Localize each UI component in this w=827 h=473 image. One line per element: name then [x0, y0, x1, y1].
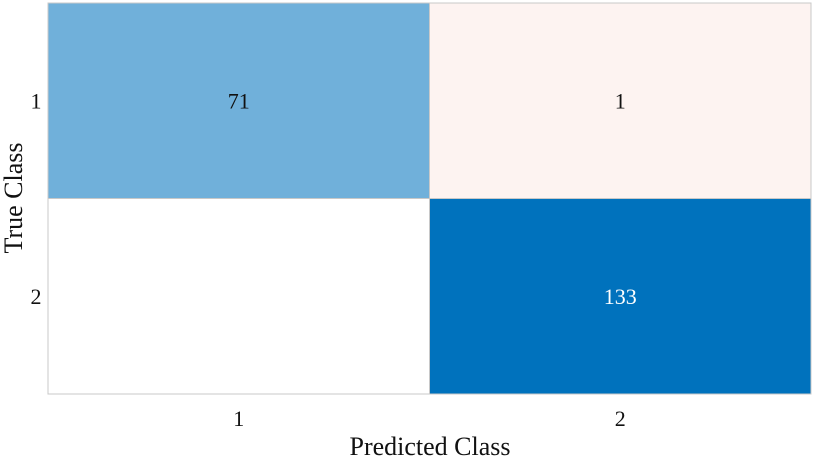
tick-layer: 1 2 1 2 — [31, 88, 626, 431]
cell-value-1-1: 71 — [228, 88, 250, 113]
cells-layer — [48, 3, 811, 394]
x-axis-label: Predicted Class — [349, 432, 510, 461]
cell-value-2-2: 133 — [604, 284, 637, 309]
x-tick-label-2: 2 — [615, 406, 626, 431]
y-tick-label-2: 2 — [31, 284, 42, 309]
x-tick-label-1: 1 — [233, 406, 244, 431]
heatmap-cell-1-2 — [429, 3, 811, 199]
cell-text-layer: 71 1 133 — [48, 3, 811, 394]
heatmap-cell-1-1 — [48, 3, 430, 199]
heatmap-cell-2-1 — [48, 198, 430, 394]
cell-value-1-2: 1 — [615, 88, 626, 113]
y-tick-label-1: 1 — [31, 88, 42, 113]
y-axis-label: True Class — [0, 142, 28, 253]
heatmap-cell-2-2 — [429, 198, 811, 394]
